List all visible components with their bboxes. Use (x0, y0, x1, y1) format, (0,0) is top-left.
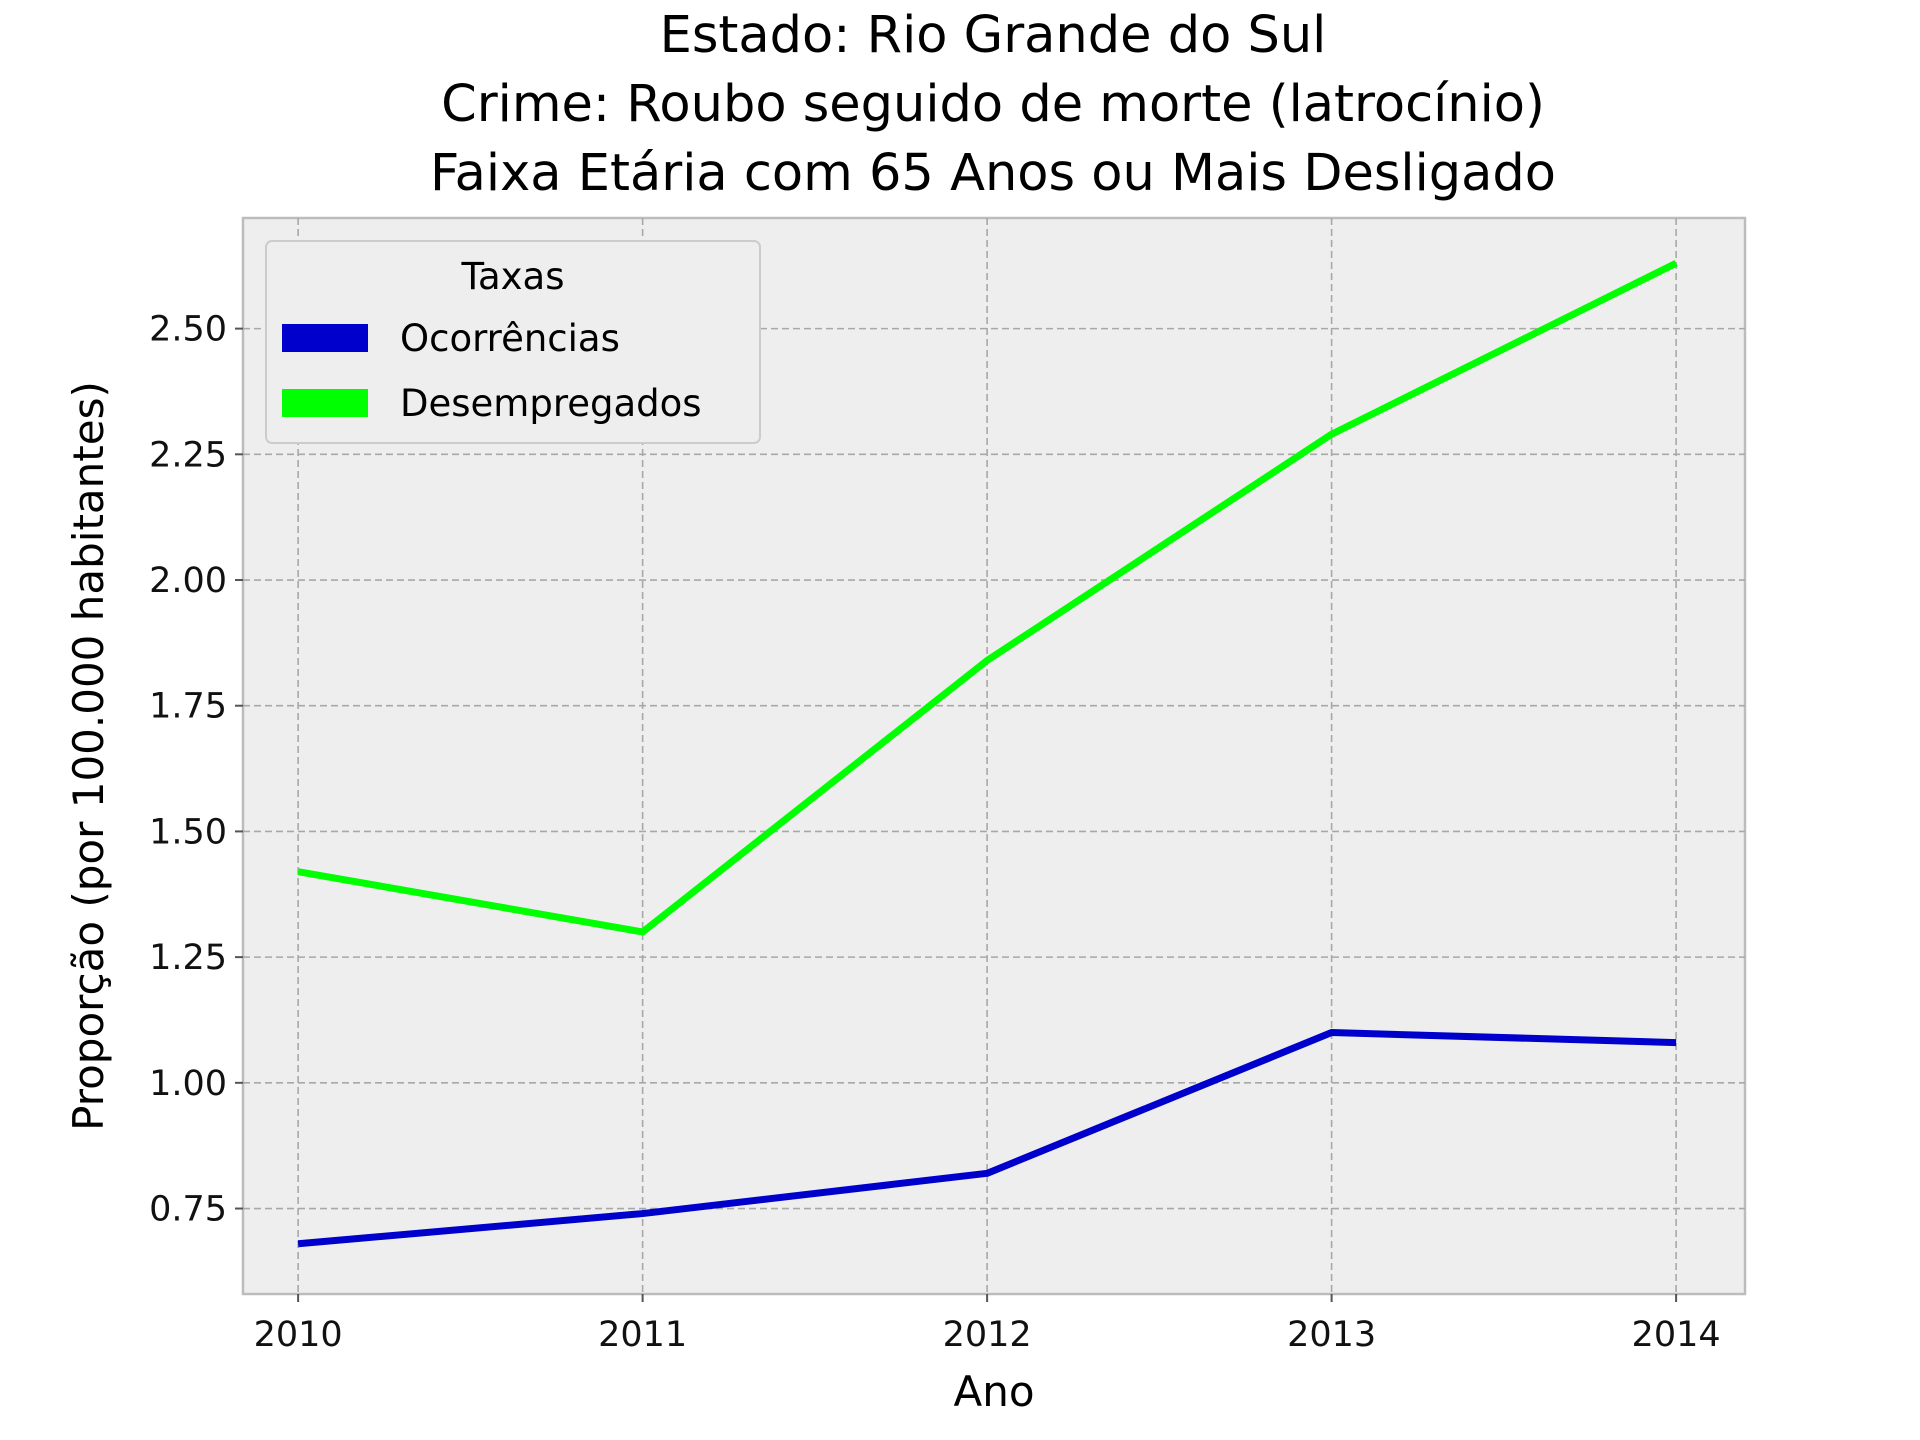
legend-label-desempregados: Desempregados (400, 382, 702, 425)
chart-title: Estado: Rio Grande do Sul Crime: Roubo s… (430, 6, 1556, 203)
y-axis-label: Proporção (por 100.000 habitantes) (64, 381, 113, 1131)
y-axis-ticks: 0.75 1.00 1.25 1.50 1.75 2.00 2.25 2.50 (149, 310, 243, 1230)
y-tick-label: 1.50 (149, 812, 227, 852)
x-tick-label: 2013 (1287, 1315, 1376, 1355)
x-axis-ticks: 2010 2011 2012 2013 2014 (254, 1294, 1721, 1355)
legend: Taxas Ocorrências Desempregados (265, 240, 761, 444)
chart-title-line-2: Crime: Roubo seguido de morte (latrocíni… (441, 75, 1545, 134)
x-axis-label: Ano (953, 1367, 1034, 1416)
y-tick-label: 1.75 (149, 687, 227, 727)
legend-title: Taxas (461, 255, 565, 298)
y-tick-label: 2.25 (149, 435, 227, 475)
x-tick-label: 2010 (254, 1315, 343, 1355)
x-tick-label: 2014 (1632, 1315, 1721, 1355)
y-tick-label: 0.75 (149, 1190, 227, 1230)
y-tick-label: 2.50 (149, 310, 227, 350)
legend-label-ocorrencias: Ocorrências (400, 317, 620, 360)
y-tick-label: 2.00 (149, 561, 227, 601)
chart-title-line-3: Faixa Etária com 65 Anos ou Mais Desliga… (430, 144, 1556, 203)
legend-swatch-ocorrencias (282, 324, 368, 352)
legend-swatch-desempregados (282, 389, 368, 417)
chart-title-line-1: Estado: Rio Grande do Sul (660, 6, 1327, 65)
legend-box (265, 240, 761, 444)
series-line-desempregados (297, 260, 1678, 936)
series-lines (297, 260, 1678, 1248)
series-line-ocorrencias (297, 1029, 1677, 1248)
x-tick-label: 2012 (943, 1315, 1032, 1355)
x-tick-label: 2011 (598, 1315, 687, 1355)
y-tick-label: 1.00 (149, 1064, 227, 1104)
y-tick-label: 1.25 (149, 938, 227, 978)
